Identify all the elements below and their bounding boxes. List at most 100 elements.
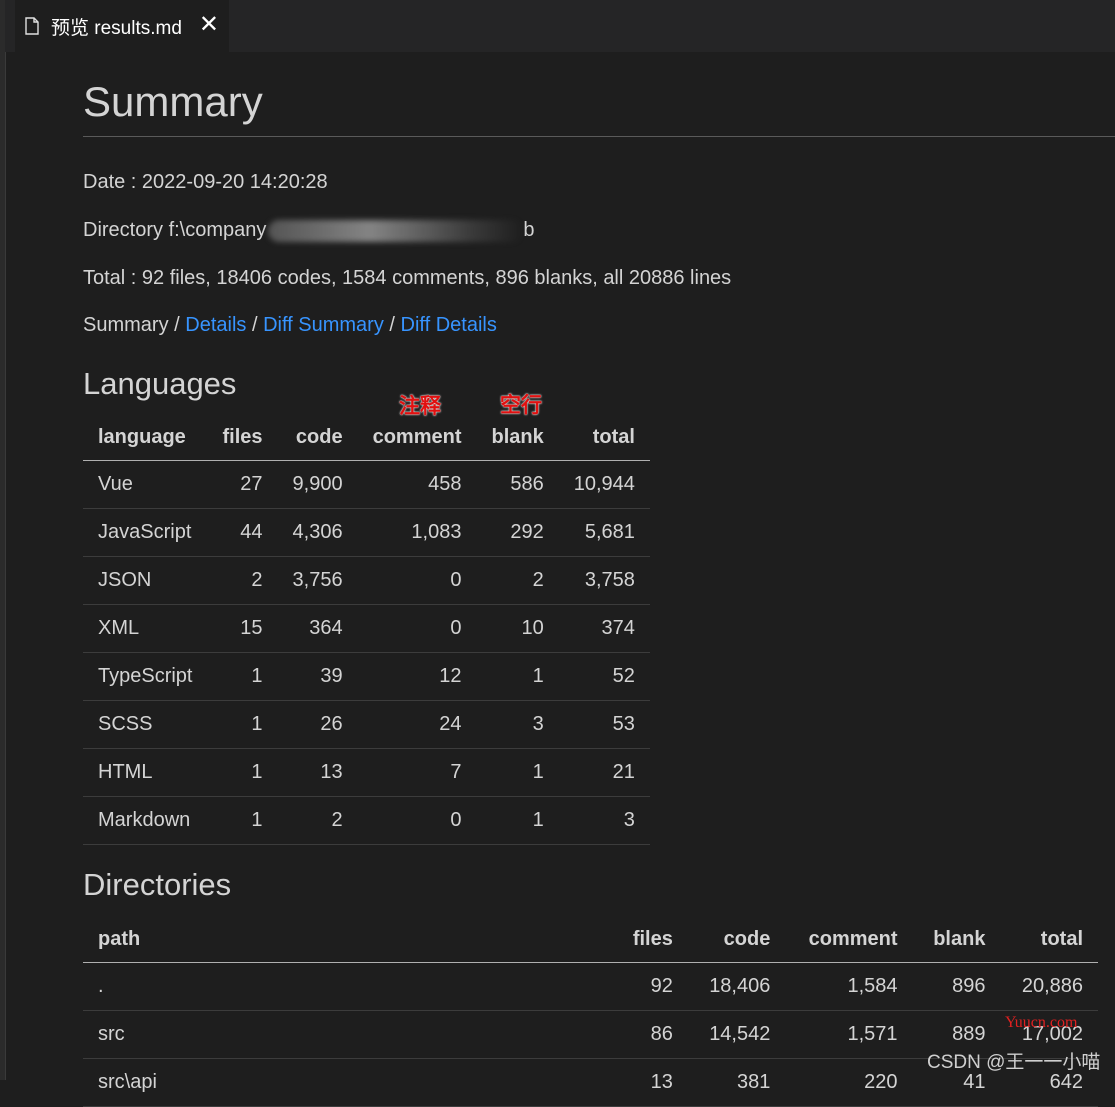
cell: 0: [357, 796, 477, 845]
total-line: Total : 92 files, 18406 codes, 1584 comm…: [83, 267, 732, 289]
tab-results-preview[interactable]: 预览 results.md ✕: [15, 0, 229, 52]
close-icon[interactable]: ✕: [198, 11, 219, 38]
table-row: SCSS 1 26 24 3 53: [83, 700, 650, 749]
annotation-blank: 空行: [500, 394, 542, 417]
cell: 586: [476, 460, 559, 509]
cell: 18,406: [687, 962, 786, 1011]
cell: Markdown: [83, 796, 208, 845]
cell: 1,584: [785, 962, 913, 1011]
cell: JSON: [83, 556, 208, 605]
col-blank: blank: [476, 414, 559, 461]
cell: 1: [207, 652, 278, 701]
cell: 9,900: [277, 460, 358, 509]
cell: 21: [558, 748, 650, 797]
col-files: files: [207, 414, 278, 461]
cell: src: [83, 1010, 613, 1059]
cell: 3: [476, 700, 559, 749]
cell: 896: [912, 962, 1001, 1011]
cell: 0: [357, 604, 477, 653]
nav-summary: Summary: [83, 314, 169, 336]
table-row: Vue 27 9,900 458 586 10,944: [83, 460, 650, 509]
cell: 1: [207, 700, 278, 749]
cell: JavaScript: [83, 508, 208, 557]
directory-suffix: b: [523, 219, 535, 241]
date-line: Date : 2022-09-20 14:20:28: [83, 171, 328, 193]
cell: 1: [207, 796, 278, 845]
cell: 4,306: [277, 508, 358, 557]
cell: 0: [357, 556, 477, 605]
cell: 14,542: [687, 1010, 786, 1059]
cell: src\api: [83, 1058, 613, 1107]
col-code: code: [277, 414, 358, 461]
cell: SCSS: [83, 700, 208, 749]
cell: 1,571: [785, 1010, 913, 1059]
cell: 292: [476, 508, 559, 557]
cell: XML: [83, 604, 208, 653]
cell: 1: [476, 748, 559, 797]
redacted-blur: [268, 219, 524, 242]
editor-left-edge: [0, 0, 6, 1080]
directory-prefix: Directory f:\company: [83, 219, 267, 241]
cell: 92: [613, 962, 688, 1011]
col-path: path: [83, 916, 613, 963]
nav-separator: /: [246, 314, 264, 336]
report-nav: Summary / Details / Diff Summary / Diff …: [83, 314, 497, 337]
cell: 3,758: [558, 556, 650, 605]
cell: 52: [558, 652, 650, 701]
cell: 53: [558, 700, 650, 749]
cell: 27: [207, 460, 278, 509]
table-row: JavaScript 44 4,306 1,083 292 5,681: [83, 508, 650, 557]
cell: 26: [277, 700, 358, 749]
tab-title: 预览 results.md: [51, 17, 182, 39]
directories-heading: Directories: [83, 867, 232, 902]
col-files: files: [613, 916, 688, 963]
table-row: XML 15 364 0 10 374: [83, 604, 650, 653]
cell: 2: [476, 556, 559, 605]
col-language: language: [83, 414, 208, 461]
nav-separator: /: [168, 314, 186, 336]
languages-table: language files code comment blank total …: [83, 414, 650, 845]
table-row: JSON 2 3,756 0 2 3,758: [83, 556, 650, 605]
page-title: Summary: [83, 80, 1115, 137]
nav-details-link[interactable]: Details: [185, 314, 247, 336]
author-watermark: CSDN @王一一小喵: [927, 1052, 1101, 1073]
col-code: code: [687, 916, 786, 963]
cell: 17,002: [1000, 1010, 1098, 1059]
table-header-row: language files code comment blank total: [83, 414, 650, 461]
nav-diff-summary-link[interactable]: Diff Summary: [263, 314, 384, 336]
cell: 39: [277, 652, 358, 701]
tab-bar: 预览 results.md ✕: [5, 0, 1115, 52]
cell: 2: [207, 556, 278, 605]
col-total: total: [558, 414, 650, 461]
cell: 44: [207, 508, 278, 557]
cell: 10,944: [558, 460, 650, 509]
cell: HTML: [83, 748, 208, 797]
cell: 7: [357, 748, 477, 797]
table-row: src 86 14,542 1,571 889 17,002: [83, 1010, 1098, 1059]
cell: 10: [476, 604, 559, 653]
nav-diff-details-link[interactable]: Diff Details: [400, 314, 497, 336]
cell: 3: [558, 796, 650, 845]
cell: Vue: [83, 460, 208, 509]
cell: 381: [687, 1058, 786, 1107]
cell: 20,886: [1000, 962, 1098, 1011]
nav-separator: /: [383, 314, 401, 336]
cell: 458: [357, 460, 477, 509]
cell: 1: [207, 748, 278, 797]
cell: 1,083: [357, 508, 477, 557]
directories-table: path files code comment blank total . 92 1…: [83, 916, 1098, 1107]
annotation-comment: 注释: [399, 395, 441, 418]
table-header-row: path files code comment blank total: [83, 916, 1098, 963]
col-total: total: [1000, 916, 1098, 963]
cell: 1: [476, 796, 559, 845]
cell: 220: [785, 1058, 913, 1107]
col-comment: comment: [785, 916, 913, 963]
table-row: TypeScript 1 39 12 1 52: [83, 652, 650, 701]
cell: 364: [277, 604, 358, 653]
cell: 24: [357, 700, 477, 749]
table-row: Markdown 1 2 0 1 3: [83, 796, 650, 845]
col-comment: comment: [357, 414, 477, 461]
site-watermark: Yuucn.com: [1005, 1014, 1078, 1031]
cell: 2: [277, 796, 358, 845]
cell: 3,756: [277, 556, 358, 605]
